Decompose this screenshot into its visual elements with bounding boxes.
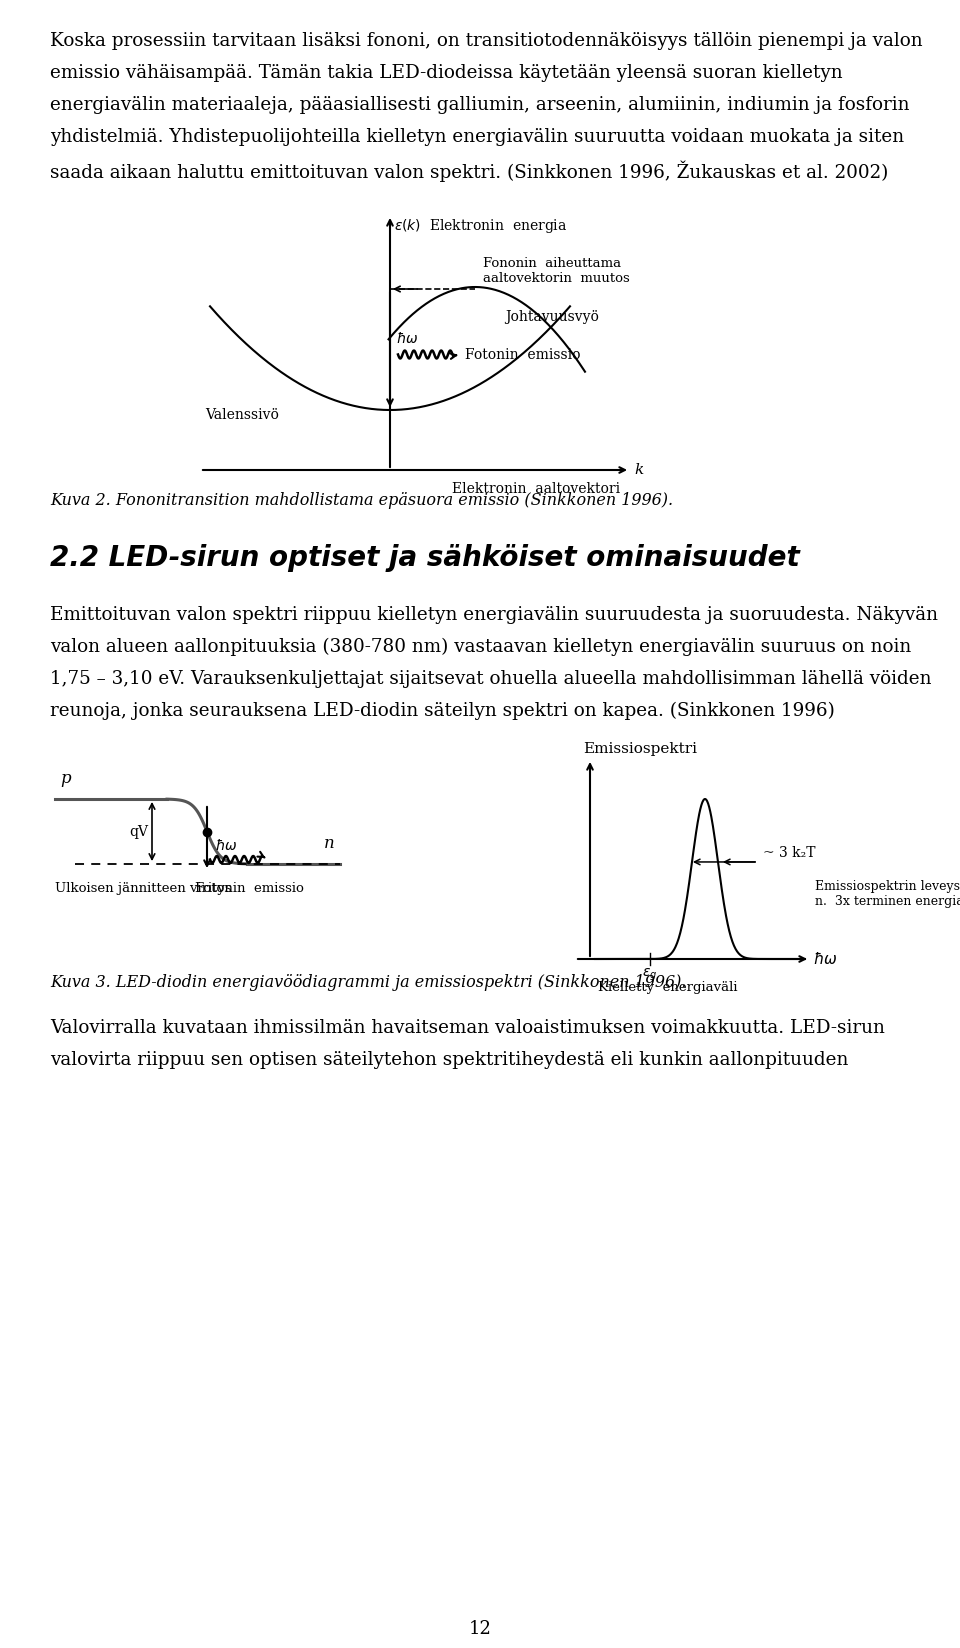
Text: reunoja, jonka seurauksena LED-diodin säteilyn spektri on kapea. (Sinkkonen 1996: reunoja, jonka seurauksena LED-diodin sä… xyxy=(50,702,835,720)
Text: Kuva 2. Fononitransition mahdollistama epäsuora emissio (Sinkkonen 1996).: Kuva 2. Fononitransition mahdollistama e… xyxy=(50,493,673,509)
Text: $\hbar\omega$: $\hbar\omega$ xyxy=(813,951,838,967)
Text: emissio vähäisampää. Tämän takia LED-diodeissa käytetään yleensä suoran kiellety: emissio vähäisampää. Tämän takia LED-dio… xyxy=(50,64,843,82)
Text: Johtavuusvyö: Johtavuusvyö xyxy=(505,310,599,325)
Text: Fotonin  emissio: Fotonin emissio xyxy=(465,348,581,361)
Text: 1,75 – 3,10 eV. Varauksenkuljettajat sijaitsevat ohuella alueella mahdollisimman: 1,75 – 3,10 eV. Varauksenkuljettajat sij… xyxy=(50,671,931,687)
Text: Koska prosessiin tarvitaan lisäksi fononi, on transitiotodennäköisyys tällöin pi: Koska prosessiin tarvitaan lisäksi fonon… xyxy=(50,31,923,49)
Text: ~ 3 k₂T: ~ 3 k₂T xyxy=(763,845,815,860)
Text: Emissiospektrin leveys
n.  3x terminen energia: Emissiospektrin leveys n. 3x terminen en… xyxy=(815,880,960,908)
Text: Kielletty  energiaväli: Kielletty energiaväli xyxy=(598,981,737,994)
Text: Emissiospektri: Emissiospektri xyxy=(583,742,697,756)
Text: Emittoituvan valon spektri riippuu kielletyn energiavälin suuruudesta ja suoruud: Emittoituvan valon spektri riippuu kiell… xyxy=(50,606,938,625)
Text: Ulkoisen jännitteen viritys: Ulkoisen jännitteen viritys xyxy=(55,882,231,895)
Text: 2.2 LED-sirun optiset ja sähköiset ominaisuudet: 2.2 LED-sirun optiset ja sähköiset omina… xyxy=(50,544,800,572)
Text: k: k xyxy=(634,463,643,476)
Text: Valovirralla kuvataan ihmissilmän havaitseman valoaistimuksen voimakkuutta. LED-: Valovirralla kuvataan ihmissilmän havait… xyxy=(50,1018,885,1037)
Text: Valenssivö: Valenssivö xyxy=(205,409,278,422)
Text: valovirta riippuu sen optisen säteilytehon spektritiheydestä eli kunkin aallonpi: valovirta riippuu sen optisen säteilyteh… xyxy=(50,1051,849,1070)
Text: Kuva 3. LED-diodin energiavöödiagrammi ja emissiospektri (Sinkkonen 1996).: Kuva 3. LED-diodin energiavöödiagrammi j… xyxy=(50,974,686,990)
Text: p: p xyxy=(60,770,71,788)
Text: $\hbar\omega$: $\hbar\omega$ xyxy=(215,837,238,854)
Text: $\hbar\omega$: $\hbar\omega$ xyxy=(396,331,419,346)
Text: Fotonin  emissio: Fotonin emissio xyxy=(195,882,304,895)
Text: $\varepsilon_g$: $\varepsilon_g$ xyxy=(642,967,658,984)
Text: qV: qV xyxy=(129,824,148,839)
Text: energiavälin materiaaleja, pääasiallisesti galliumin, arseenin, alumiinin, indiu: energiavälin materiaaleja, pääasiallises… xyxy=(50,96,909,114)
Text: yhdistelmiä. Yhdistepuolijohteilla kielletyn energiavälin suuruutta voidaan muok: yhdistelmiä. Yhdistepuolijohteilla kiell… xyxy=(50,129,904,147)
Text: $\varepsilon(k)$  Elektronin  energia: $\varepsilon(k)$ Elektronin energia xyxy=(394,218,567,236)
Text: saada aikaan haluttu emittoituvan valon spektri. (Sinkkonen 1996, Žukauskas et a: saada aikaan haluttu emittoituvan valon … xyxy=(50,160,888,181)
Text: 12: 12 xyxy=(468,1620,492,1638)
Text: Fononin  aiheuttama
aaltovektorin  muutos: Fononin aiheuttama aaltovektorin muutos xyxy=(483,257,630,285)
Text: Elektronin  aaltovektori: Elektronin aaltovektori xyxy=(452,481,620,496)
Text: n: n xyxy=(324,836,335,852)
Text: valon alueen aallonpituuksia (380-780 nm) vastaavan kielletyn energiavälin suuru: valon alueen aallonpituuksia (380-780 nm… xyxy=(50,638,911,656)
